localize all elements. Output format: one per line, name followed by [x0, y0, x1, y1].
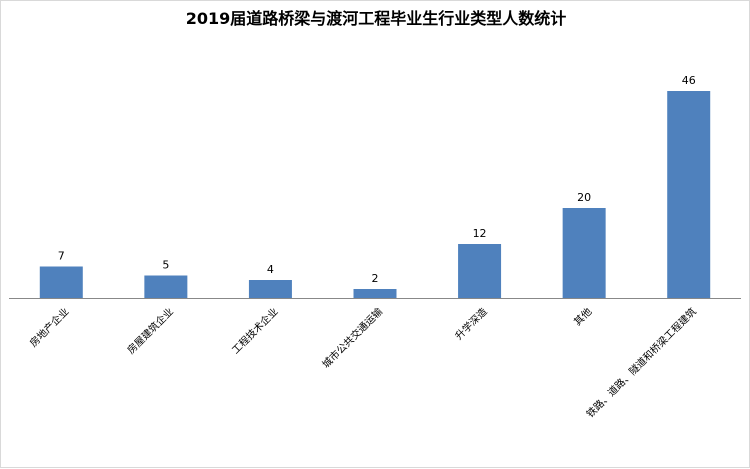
bar-3 [248, 280, 292, 298]
x-tick-label-2: 房屋建筑企业 [124, 305, 176, 357]
x-tick-label-7: 铁路、道路、隧道和桥梁工程建筑 [584, 305, 699, 420]
bar-1 [39, 266, 83, 298]
data-label-1: 7 [58, 250, 65, 263]
x-tick-label-5: 升学深造 [452, 305, 489, 342]
data-label-4: 2 [372, 272, 379, 285]
data-label-3: 4 [267, 263, 274, 276]
bar-5 [458, 244, 502, 298]
x-tick-label-6: 其他 [571, 305, 594, 328]
data-label-7: 46 [682, 74, 696, 87]
x-tick-label-1: 房地产企业 [27, 305, 72, 350]
chart-title: 2019届道路桥梁与渡河工程毕业生行业类型人数统计 [185, 9, 567, 28]
bar-4 [353, 289, 397, 298]
bar-7 [667, 91, 711, 298]
bar-6 [562, 208, 606, 298]
x-tick-label-4: 城市公共交通运输 [319, 305, 385, 371]
x-tick-label-3: 工程技术企业 [229, 305, 281, 357]
data-label-5: 12 [473, 227, 487, 240]
data-label-2: 5 [162, 259, 169, 272]
bars-layer [39, 91, 711, 298]
bar-2 [144, 275, 188, 298]
data-label-6: 20 [577, 191, 591, 204]
